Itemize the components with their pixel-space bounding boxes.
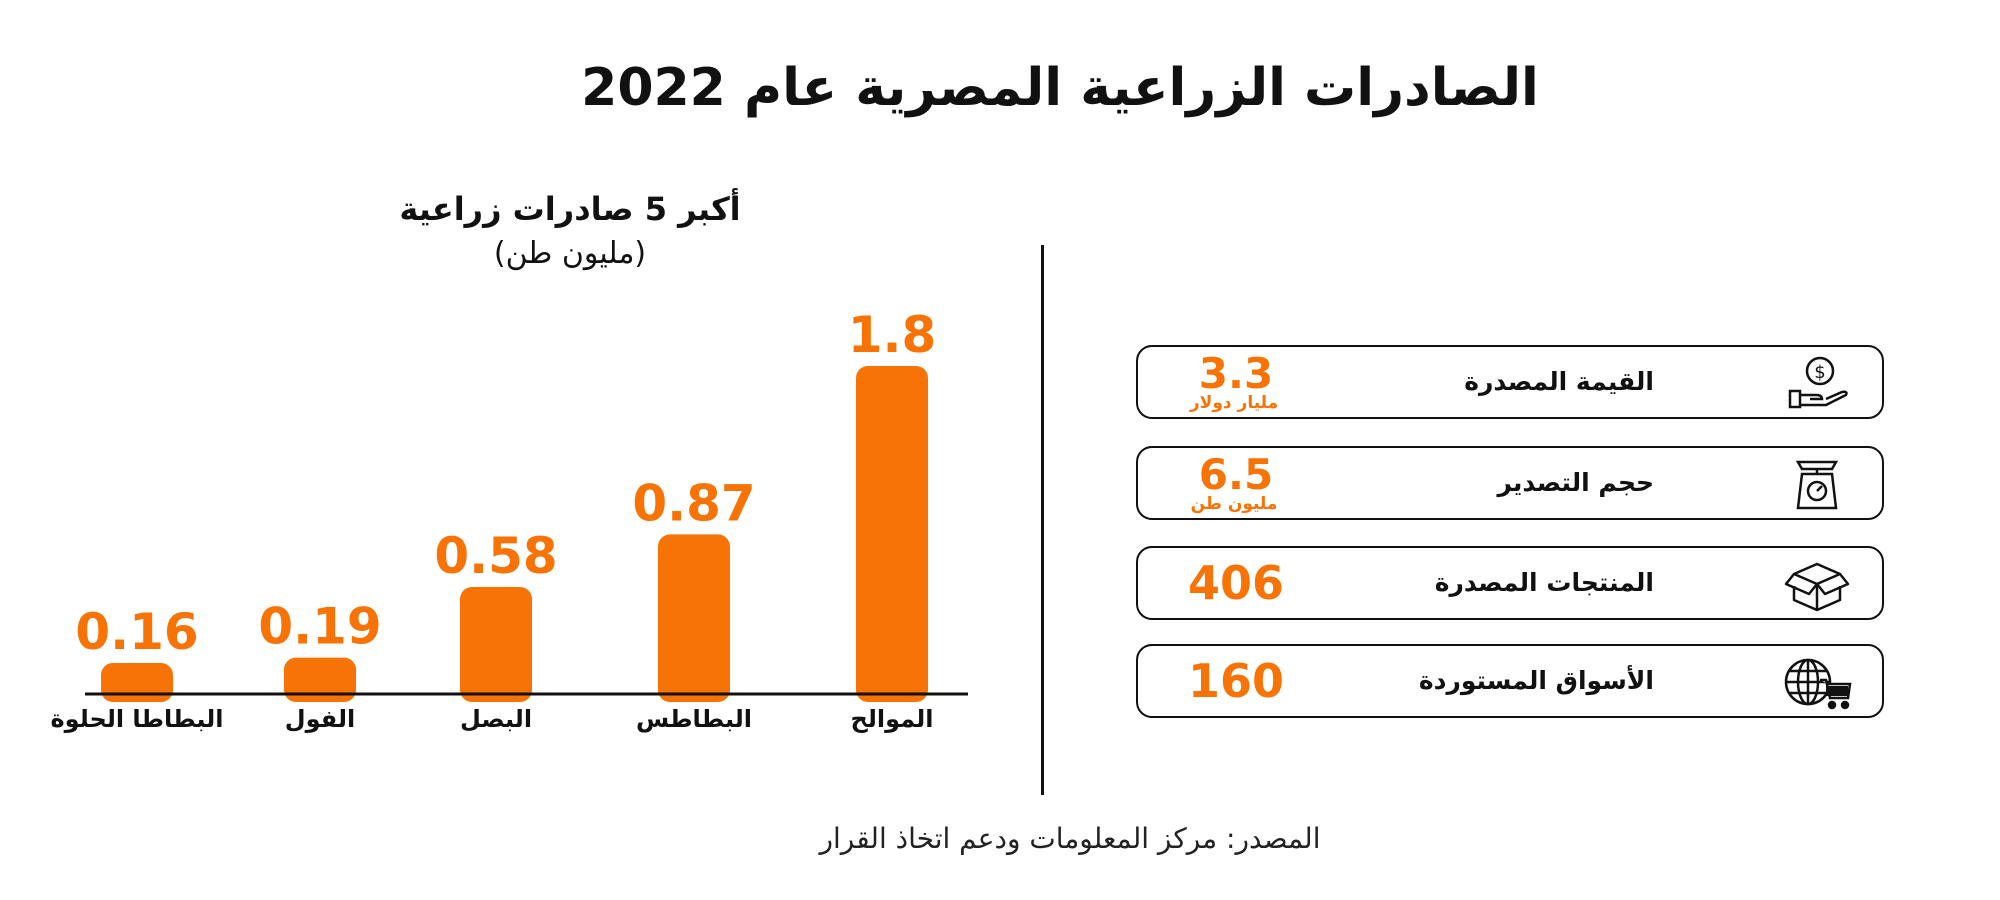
stat-card-exported-products: المنتجات المصدرة 406 bbox=[1136, 546, 1884, 620]
stat-card-export-value: $ القيمة المصدرة 3.3 مليار دولار bbox=[1136, 345, 1884, 419]
category-label: البصل bbox=[460, 705, 532, 733]
bar-value-label: 0.58 bbox=[434, 527, 557, 585]
stat-card-export-volume: حجم التصدير 6.5 مليون طن bbox=[1136, 446, 1884, 520]
bar-chart: 0.16 البطاطا الحلوة 0.19 الفول 0.58 البصل 0.87… bbox=[51, 306, 968, 733]
globe-cart-icon bbox=[1782, 654, 1852, 712]
page-title: الصادرات الزراعية المصرية عام 2022 bbox=[581, 58, 1539, 118]
bar-3 bbox=[658, 534, 730, 702]
category-label: البطاطا الحلوة bbox=[51, 705, 224, 733]
stat-label: حجم التصدير bbox=[1497, 468, 1654, 497]
bar-0 bbox=[101, 663, 173, 702]
chart-title: أكبر 5 صادرات زراعية bbox=[399, 190, 741, 228]
category-label: الموالح bbox=[851, 705, 934, 733]
bar-value-label: 0.87 bbox=[632, 474, 755, 532]
money-hand-icon: $ bbox=[1782, 355, 1852, 413]
category-label: البطاطس bbox=[636, 705, 752, 733]
stat-value: 160 bbox=[1187, 654, 1285, 708]
bar-2 bbox=[460, 586, 532, 702]
box-icon bbox=[1782, 556, 1852, 614]
bar-value-label: 0.19 bbox=[258, 598, 381, 656]
stat-label: الأسواق المستوردة bbox=[1418, 666, 1654, 695]
divider-line bbox=[1041, 245, 1044, 795]
stat-value: 3.3 bbox=[1198, 349, 1274, 398]
stat-value: 6.5 bbox=[1198, 450, 1274, 499]
scale-icon bbox=[1782, 456, 1852, 514]
stat-value: 406 bbox=[1187, 556, 1285, 610]
stat-label: القيمة المصدرة bbox=[1464, 367, 1654, 396]
source-note: المصدر: مركز المعلومات ودعم اتخاذ القرار bbox=[819, 822, 1321, 855]
bar-value-label: 1.8 bbox=[848, 306, 937, 364]
stat-unit: مليون طن bbox=[1190, 494, 1278, 514]
bar-1 bbox=[284, 657, 356, 702]
chart-subtitle: (مليون طن) bbox=[493, 236, 647, 271]
bar-4 bbox=[856, 366, 928, 702]
category-label: الفول bbox=[285, 705, 355, 733]
stat-card-importing-markets: الأسواق المستوردة 160 bbox=[1136, 644, 1884, 718]
stat-label: المنتجات المصدرة bbox=[1434, 568, 1654, 597]
stat-unit: مليار دولار bbox=[1189, 393, 1279, 413]
svg-text:$: $ bbox=[1814, 362, 1825, 383]
bar-value-label: 0.16 bbox=[75, 603, 198, 661]
